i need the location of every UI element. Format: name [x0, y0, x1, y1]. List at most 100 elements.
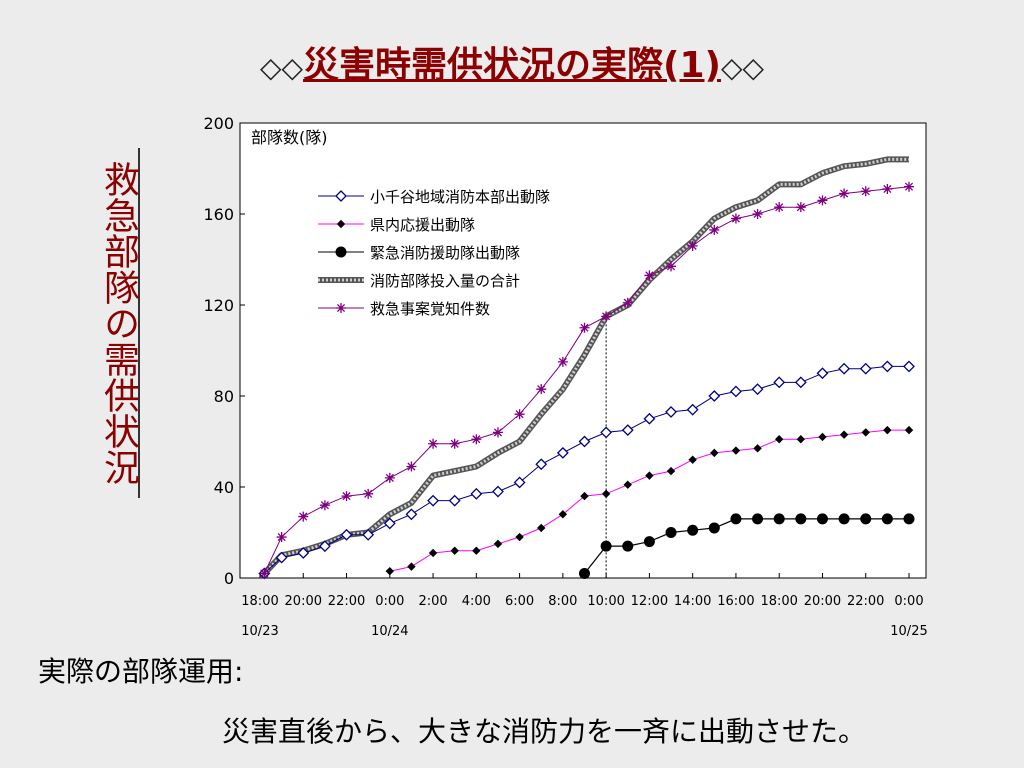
data-point [904, 181, 914, 192]
data-point [795, 513, 807, 525]
x-tick-label: 22:00 [847, 594, 884, 609]
data-point [341, 491, 352, 502]
data-point [450, 546, 459, 555]
x-date-label: 10/25 [890, 624, 927, 639]
x-date-label: 10/23 [241, 624, 278, 639]
y-tick-label: 80 [214, 387, 234, 406]
data-point [601, 311, 612, 322]
series-line-hatch [263, 157, 909, 575]
data-point [600, 540, 612, 552]
title-deco-right: ◇◇ [720, 51, 765, 84]
data-point [818, 432, 827, 442]
y-tick-label: 160 [203, 205, 234, 224]
data-point [600, 426, 613, 439]
data-point [556, 446, 569, 459]
data-point [859, 362, 872, 375]
x-tick-label: 20:00 [804, 594, 841, 609]
data-point [578, 435, 591, 448]
y-tick-label: 120 [203, 296, 234, 315]
data-point [621, 424, 634, 437]
legend-entry: 緊急消防援助隊出動隊 [318, 244, 520, 262]
data-point [622, 297, 633, 308]
data-point [665, 406, 677, 418]
data-point [860, 513, 872, 525]
series-1 [385, 425, 914, 576]
x-tick-label: 20:00 [285, 594, 322, 609]
legend-entry: 県内応援出動隊 [318, 216, 475, 234]
data-point [276, 532, 287, 543]
data-point [881, 513, 893, 525]
data-point [665, 527, 677, 538]
x-tick-label: 0:00 [894, 594, 923, 609]
data-point [514, 409, 525, 420]
data-point [710, 448, 719, 458]
data-point [903, 513, 915, 525]
data-point [427, 494, 439, 507]
data-point [816, 367, 829, 380]
data-point [405, 508, 418, 521]
data-point [644, 270, 655, 281]
data-point [839, 430, 849, 439]
data-point [861, 428, 870, 437]
data-point [730, 513, 742, 525]
x-tick-label: 2:00 [418, 594, 447, 609]
plot-area [239, 122, 927, 579]
data-point [428, 548, 438, 558]
y-tick-label: 0 [224, 569, 234, 588]
note-label: 実際の部隊運用: [38, 655, 244, 688]
data-point [340, 528, 353, 541]
side-label: 救急部隊の需供状況 [92, 148, 140, 498]
x-tick-label: 8:00 [548, 594, 577, 609]
data-point [666, 466, 676, 476]
x-tick-label: 4:00 [462, 594, 491, 609]
data-point [319, 500, 330, 511]
data-point [686, 403, 699, 416]
x-tick-label: 6:00 [505, 594, 534, 609]
legend-entry: 小千谷地域消防本部出動隊 [318, 188, 550, 206]
legend-label: 緊急消防援助隊出動隊 [370, 244, 520, 262]
data-point [796, 435, 806, 444]
data-point [470, 487, 483, 500]
data-point [336, 219, 346, 229]
data-point [449, 438, 460, 449]
y-tick-label: 200 [203, 114, 234, 133]
data-point [493, 539, 503, 549]
data-point [708, 390, 721, 402]
data-point [298, 511, 309, 522]
data-point [558, 510, 568, 519]
x-tick-label: 18:00 [241, 594, 278, 609]
data-point [623, 480, 632, 489]
data-point [817, 195, 828, 206]
data-point [513, 476, 526, 489]
data-point [752, 513, 764, 525]
data-point [753, 444, 762, 453]
data-point [335, 190, 347, 202]
data-point [838, 362, 851, 375]
series-group [258, 156, 915, 580]
data-point [666, 261, 677, 272]
data-point [336, 303, 346, 313]
title-main: 災害時需供状況の実際(1) [303, 45, 721, 86]
data-point [579, 567, 590, 579]
x-tick-label: 16:00 [717, 594, 754, 609]
legend-label: 小千谷地域消防本部出動隊 [370, 188, 550, 206]
data-point [708, 522, 720, 534]
data-point [709, 224, 720, 235]
data-point [384, 472, 395, 483]
data-point [773, 513, 785, 525]
legend-entry: 救急事案覚知件数 [318, 300, 490, 318]
x-tick-label: 10:00 [587, 594, 624, 609]
data-point [774, 435, 784, 444]
data-point [383, 517, 396, 530]
data-point [407, 562, 416, 571]
legend: 小千谷地域消防本部出動隊県内応援出動隊緊急消防援助隊出動隊消防部隊投入量の合計救… [318, 188, 550, 318]
data-point [579, 322, 590, 333]
y-axis-label: 部隊数(隊) [251, 128, 328, 147]
data-point [839, 188, 850, 199]
data-point [730, 213, 741, 224]
data-point [643, 536, 655, 548]
data-point [259, 568, 270, 579]
data-point [731, 446, 741, 455]
data-point [471, 434, 482, 445]
data-point [860, 186, 871, 197]
